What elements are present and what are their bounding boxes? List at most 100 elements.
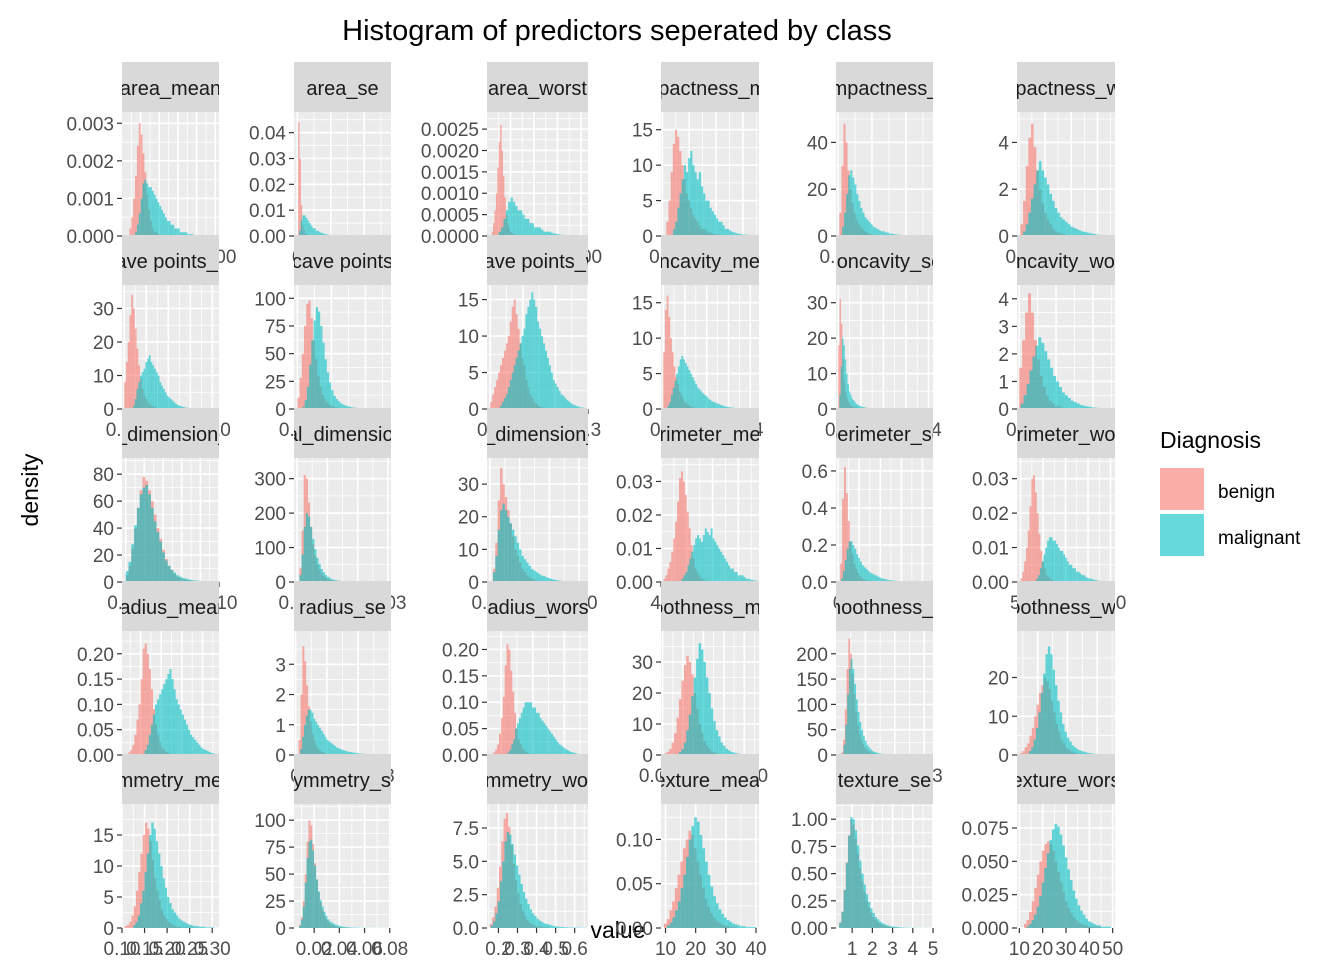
bar-malignant [578,406,581,409]
bar-benign [1039,861,1042,928]
bar-malignant [511,372,514,409]
bar-benign [514,712,517,755]
facet-panel: symmetry_se 0 25 50 75 100 0.020.040.060.08 [254,754,408,960]
bar-malignant [167,897,170,928]
bar-malignant [334,924,337,928]
y-tick-label: 0.00 [616,573,653,594]
bar-malignant [164,560,168,582]
bar-malignant [856,193,859,236]
histogram-bars [491,124,570,236]
bar-malignant [176,575,179,582]
y-tick-label: 0.15 [442,667,479,688]
bar-malignant [531,913,535,928]
bar-malignant [521,336,524,409]
bar-benign [146,653,149,755]
bar-malignant [544,350,547,409]
bar-malignant [342,404,345,409]
bar-malignant [336,925,339,928]
bar-malignant [309,364,312,409]
histogram-bars [128,643,215,755]
bar-malignant [855,403,857,409]
bar-malignant [694,817,697,928]
bar-benign [308,300,311,409]
bar-malignant [315,230,318,236]
bar-malignant [190,734,193,755]
bar-benign [495,193,498,236]
bar-malignant [168,397,171,409]
bar-malignant [860,207,863,236]
bar-malignant [520,884,523,928]
bar-benign [298,122,300,236]
bar-malignant [894,926,898,928]
bar-malignant [701,186,704,236]
bar-malignant [892,926,895,928]
y-tick-label: 20 [807,329,828,350]
y-tick-label: 0 [275,919,286,940]
bar-malignant [509,749,512,755]
bar-malignant [533,227,537,236]
bar-malignant [1064,857,1068,928]
bar-malignant [530,568,534,582]
bar-malignant [146,183,149,236]
bar-malignant [675,221,678,236]
bar-malignant [554,926,558,928]
bar-malignant [309,223,311,236]
bar-malignant [703,662,706,755]
bar-benign [140,679,143,755]
bar-malignant [747,578,750,582]
bar-malignant [1066,737,1070,755]
bar-malignant [536,227,539,236]
bar-malignant [527,306,530,409]
bar-malignant [516,542,520,582]
y-tick-label: 0 [275,573,286,594]
bar-malignant [702,535,705,582]
x-tick-label: 0.30 [194,939,231,960]
bar-malignant [1073,227,1076,236]
bar-malignant [901,927,904,928]
bar-malignant [753,927,757,928]
bar-malignant [729,921,733,928]
bar-malignant [556,741,559,755]
bar-malignant [210,752,213,755]
bar-malignant [564,748,567,755]
bar-malignant [306,386,310,409]
bar-malignant [1070,564,1073,582]
bar-malignant [173,402,176,409]
bar-malignant [334,745,336,755]
bar-malignant [157,699,160,755]
bar-malignant [560,394,563,409]
bar-malignant [720,551,723,582]
bar-malignant [301,554,304,582]
bar-malignant [183,232,186,236]
bar-malignant [710,528,713,582]
bar-malignant [1057,826,1060,928]
bar-malignant [1069,741,1072,755]
bar-malignant [133,405,135,409]
bar-benign [300,694,303,755]
bar-benign [678,699,682,755]
bar-malignant [839,394,841,409]
bar-malignant [859,722,862,755]
bar-benign [302,646,305,755]
x-tick-label: 0.15 [126,939,163,960]
bar-malignant [735,233,738,236]
bar-malignant [714,541,717,582]
y-tick-label: 0.0 [453,919,479,940]
bar-malignant [344,926,347,928]
bar-malignant [1098,925,1101,928]
bar-malignant [515,357,518,409]
bar-benign [498,141,501,236]
bar-malignant [348,406,352,409]
bar-malignant [175,699,178,755]
bar-malignant [327,576,330,582]
bar-malignant [326,372,330,409]
bar-malignant [548,365,551,409]
bar-malignant [560,745,563,755]
panel-background [294,112,391,236]
y-tick-label: 50 [807,721,828,742]
facet-strip-label: smoothness_worst [983,597,1150,619]
bar-malignant [1077,571,1080,582]
bar-malignant [340,926,343,928]
bar-malignant [854,684,856,755]
x-tick-label: 0.20 [149,939,186,960]
